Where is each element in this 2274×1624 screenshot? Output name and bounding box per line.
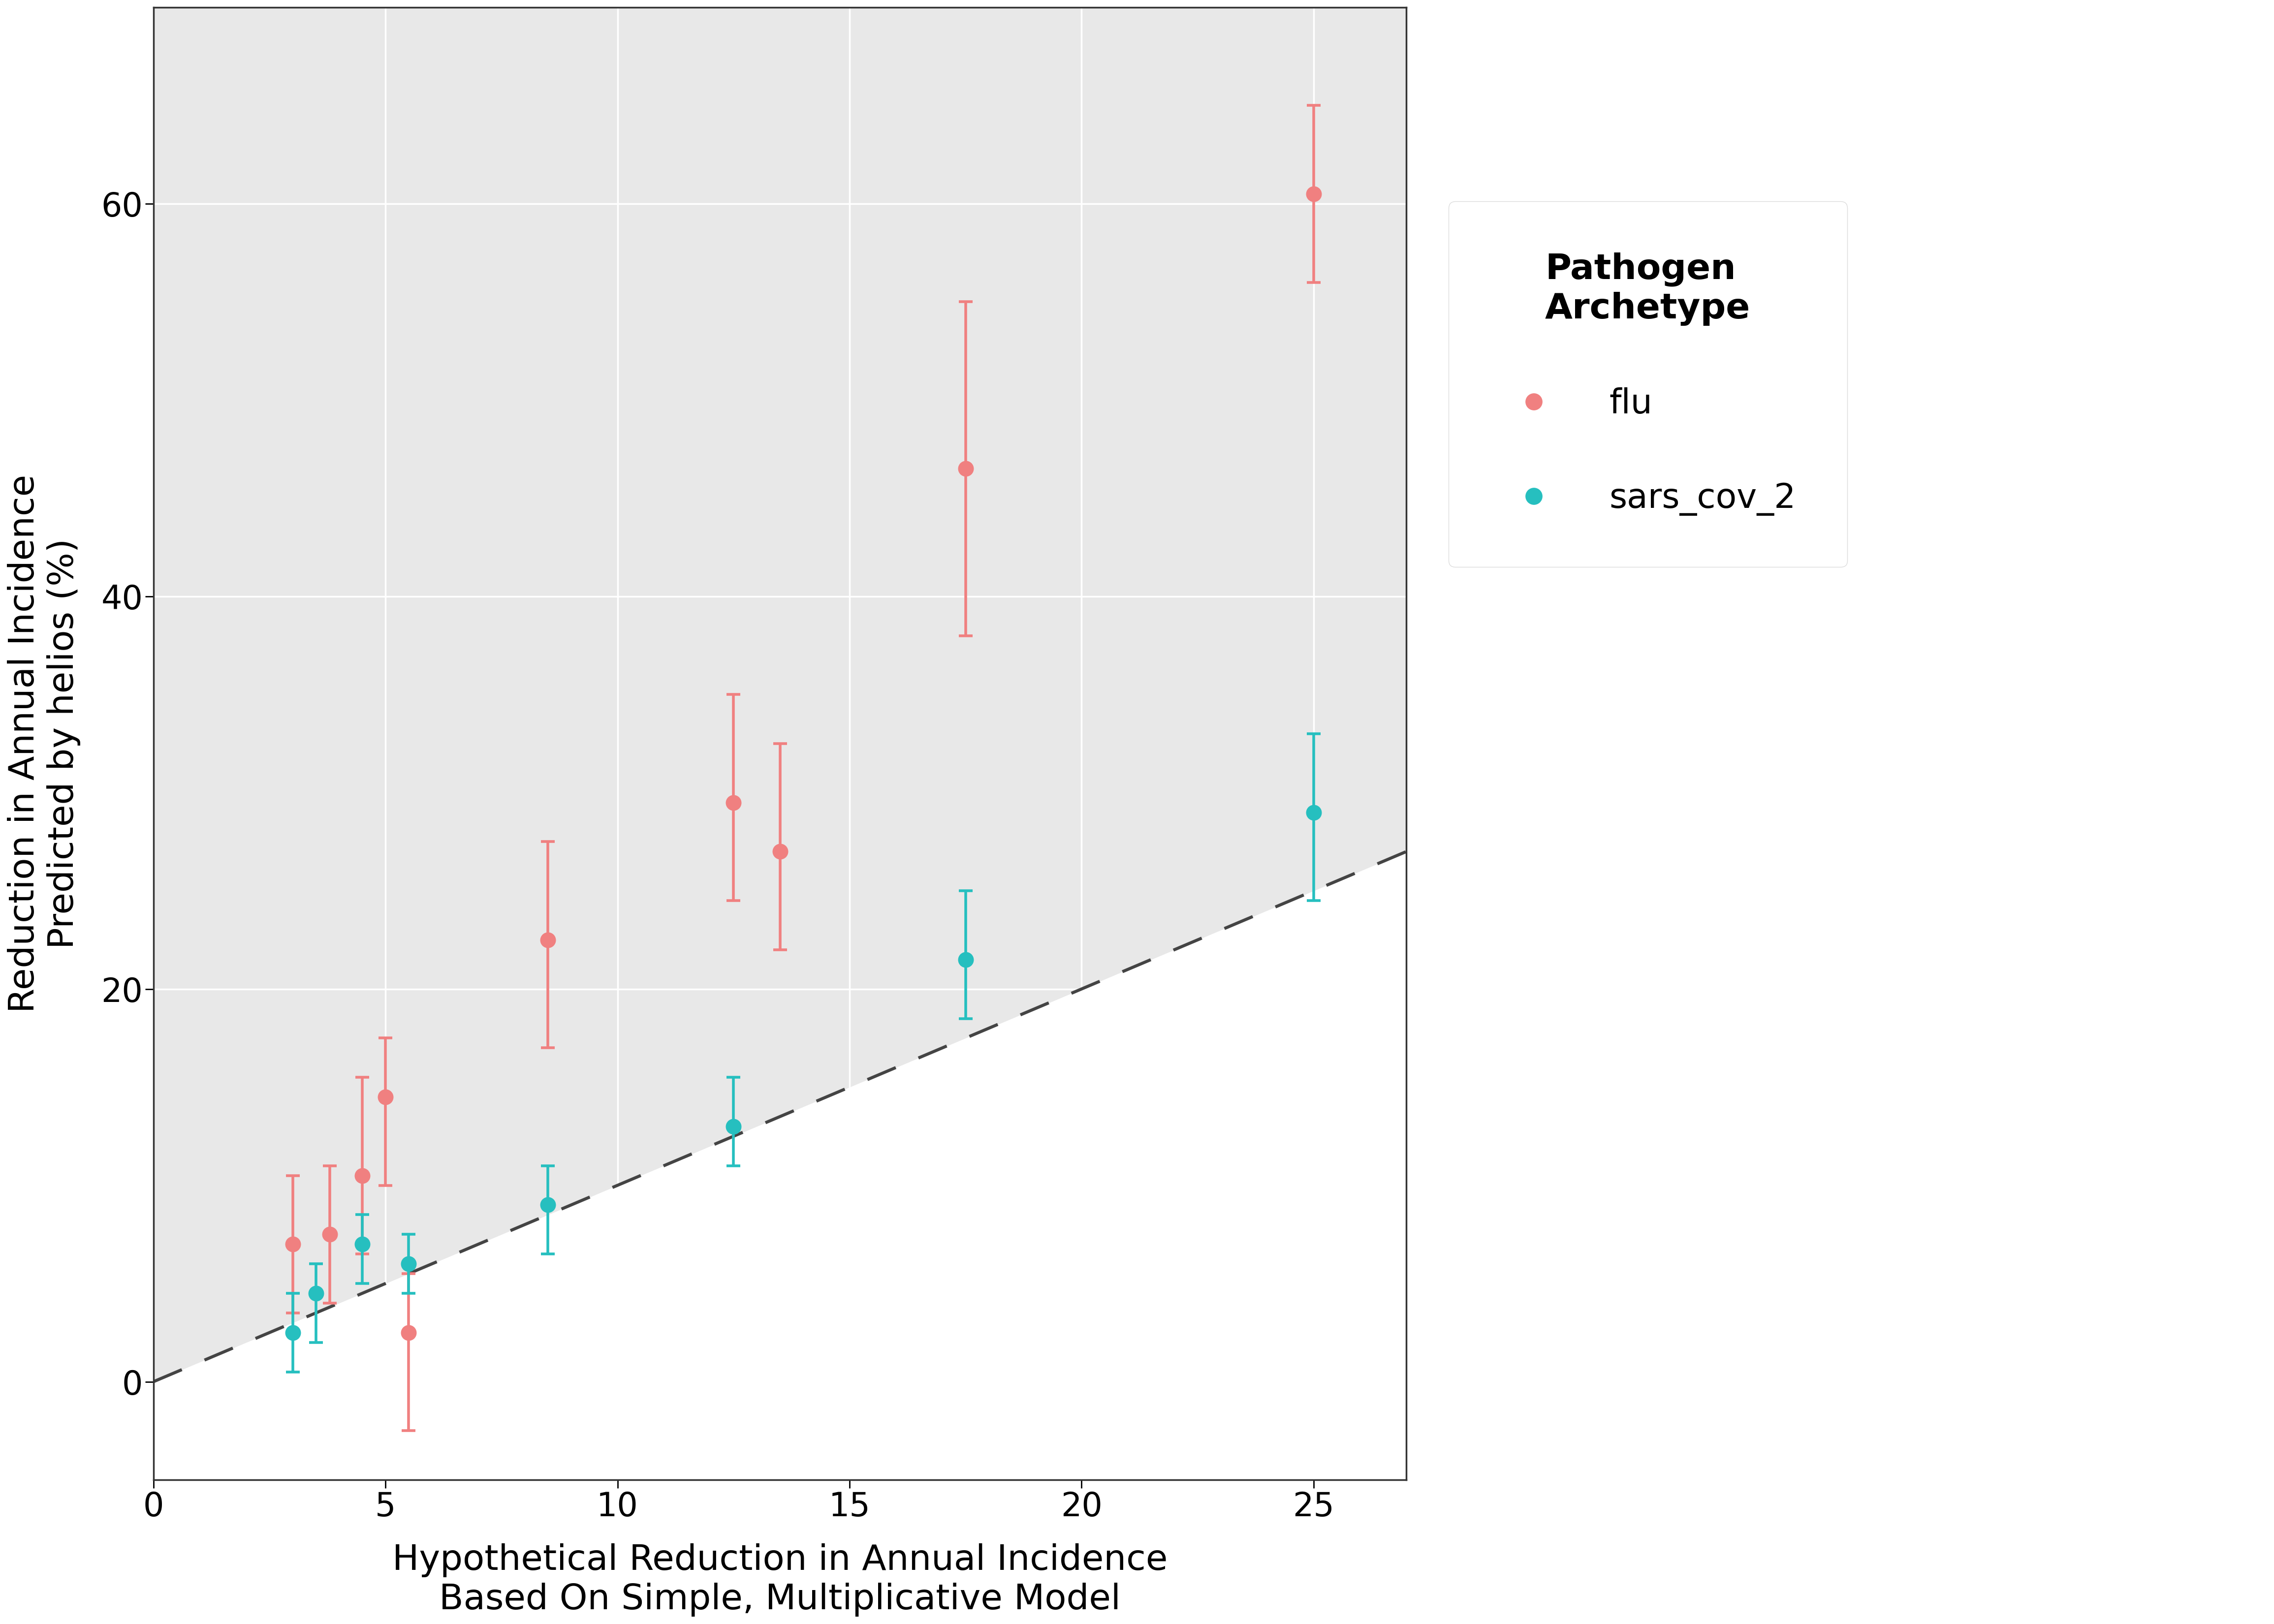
Polygon shape	[155, 8, 1405, 1382]
X-axis label: Hypothetical Reduction in Annual Incidence
Based On Simple, Multiplicative Model: Hypothetical Reduction in Annual Inciden…	[391, 1543, 1167, 1616]
Legend: flu, sars_cov_2: flu, sars_cov_2	[1449, 201, 1846, 567]
Y-axis label: Reduction in Annual Incidence
Predicted by helios (%): Reduction in Annual Incidence Predicted …	[7, 474, 80, 1013]
